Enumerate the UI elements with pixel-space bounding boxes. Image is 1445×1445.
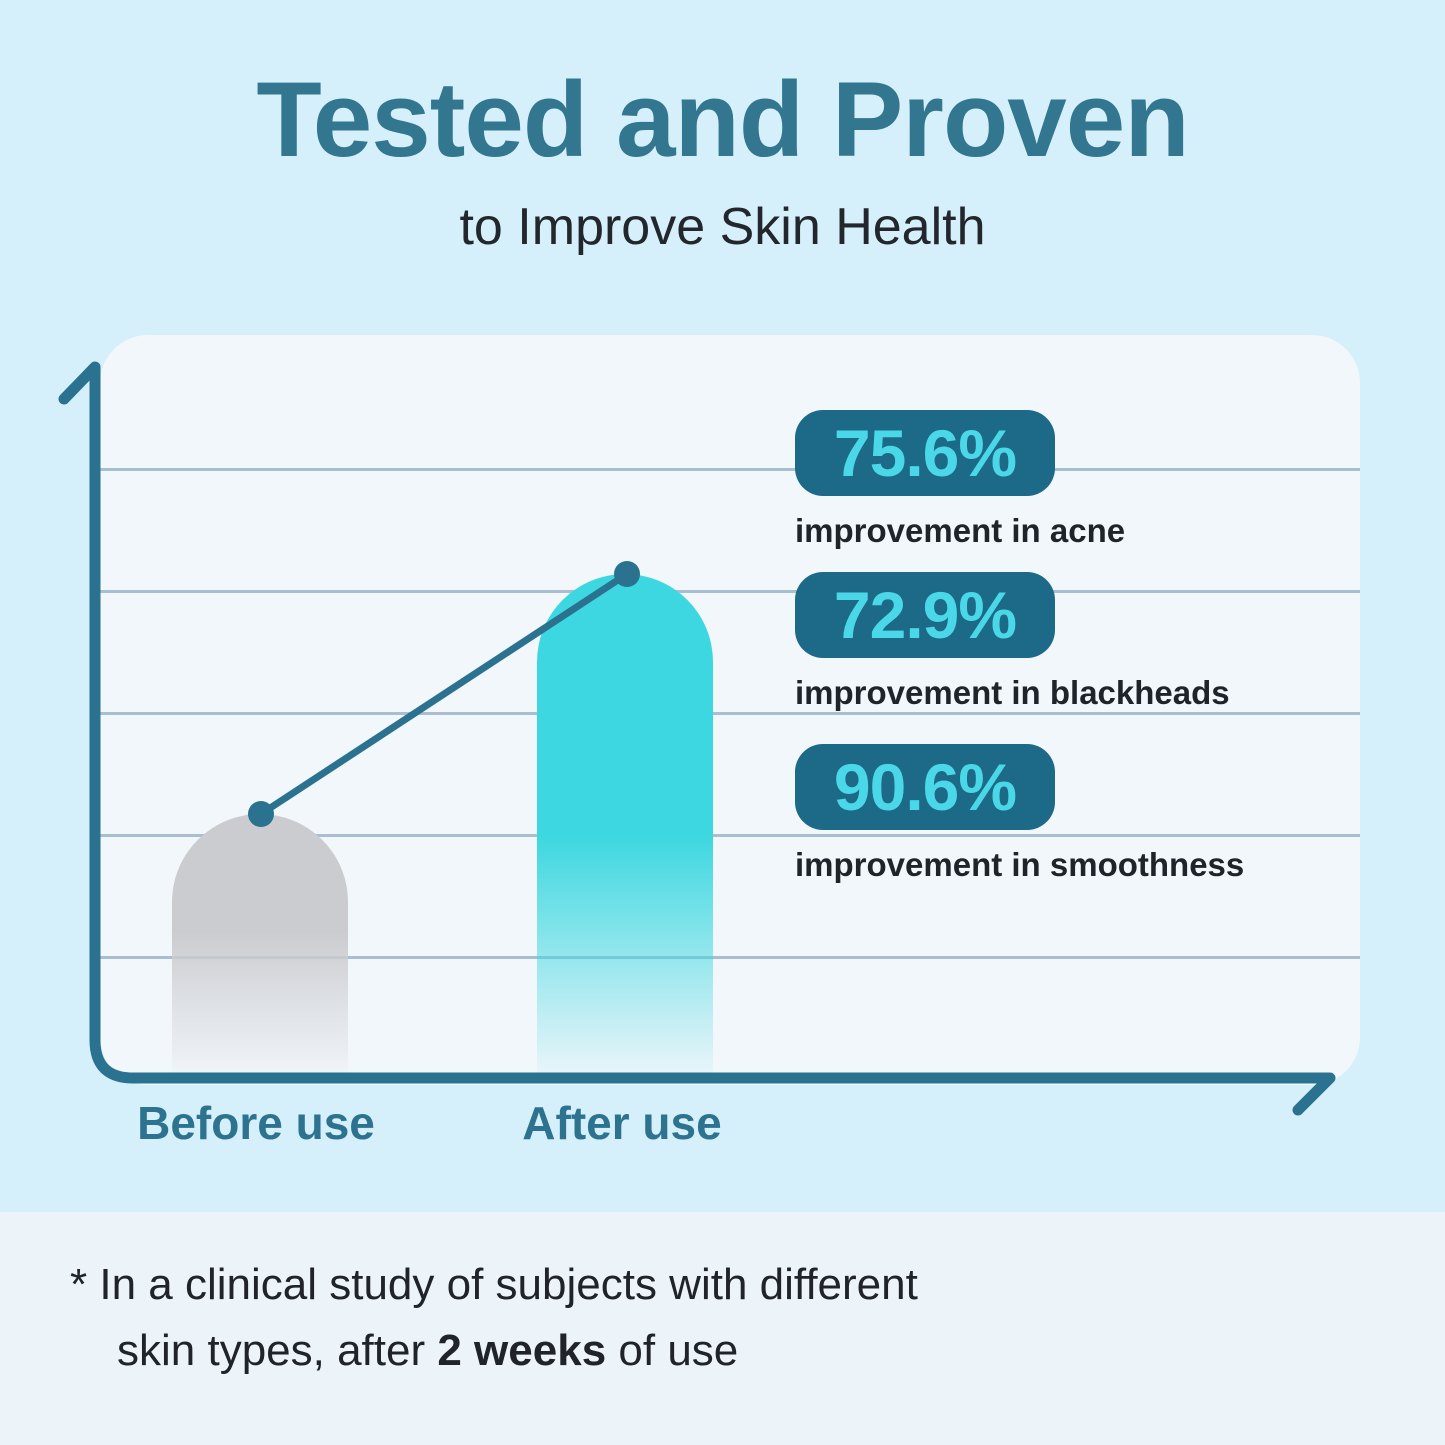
page-title: Tested and Proven — [256, 59, 1189, 179]
stat-badge-acne: 75.6% — [795, 410, 1055, 496]
stat-value-smoothness: 90.6% — [833, 750, 1017, 824]
stat-value-blackheads: 72.9% — [833, 578, 1017, 652]
stat-badge-blackheads: 72.9% — [795, 572, 1055, 658]
bar-after-use — [537, 574, 713, 1074]
category-label-before-use: Before use — [137, 1097, 375, 1149]
gridline — [100, 712, 1360, 715]
gridline — [100, 468, 1360, 471]
footnote-text: * In a clinical study of subjects with d… — [70, 1252, 918, 1384]
footnote-band: * In a clinical study of subjects with d… — [0, 1212, 1445, 1445]
stat-label-smoothness: improvement in smoothness — [795, 846, 1245, 883]
gridline — [100, 590, 1360, 593]
page-subtitle: to Improve Skin Health — [459, 198, 986, 256]
bar-before-use — [172, 814, 348, 1074]
footnote-bold-duration: 2 weeks — [437, 1326, 607, 1375]
stat-value-acne: 75.6% — [833, 416, 1017, 490]
category-label-after-use: After use — [522, 1097, 722, 1149]
stat-badge-smoothness: 90.6% — [795, 744, 1055, 830]
stat-label-acne: improvement in acne — [795, 512, 1126, 549]
footnote-line-2: skin types, after 2 weeks of use — [117, 1326, 739, 1375]
stat-label-blackheads: improvement in blackheads — [795, 674, 1230, 711]
footnote-line-1: * In a clinical study of subjects with d… — [70, 1260, 918, 1309]
